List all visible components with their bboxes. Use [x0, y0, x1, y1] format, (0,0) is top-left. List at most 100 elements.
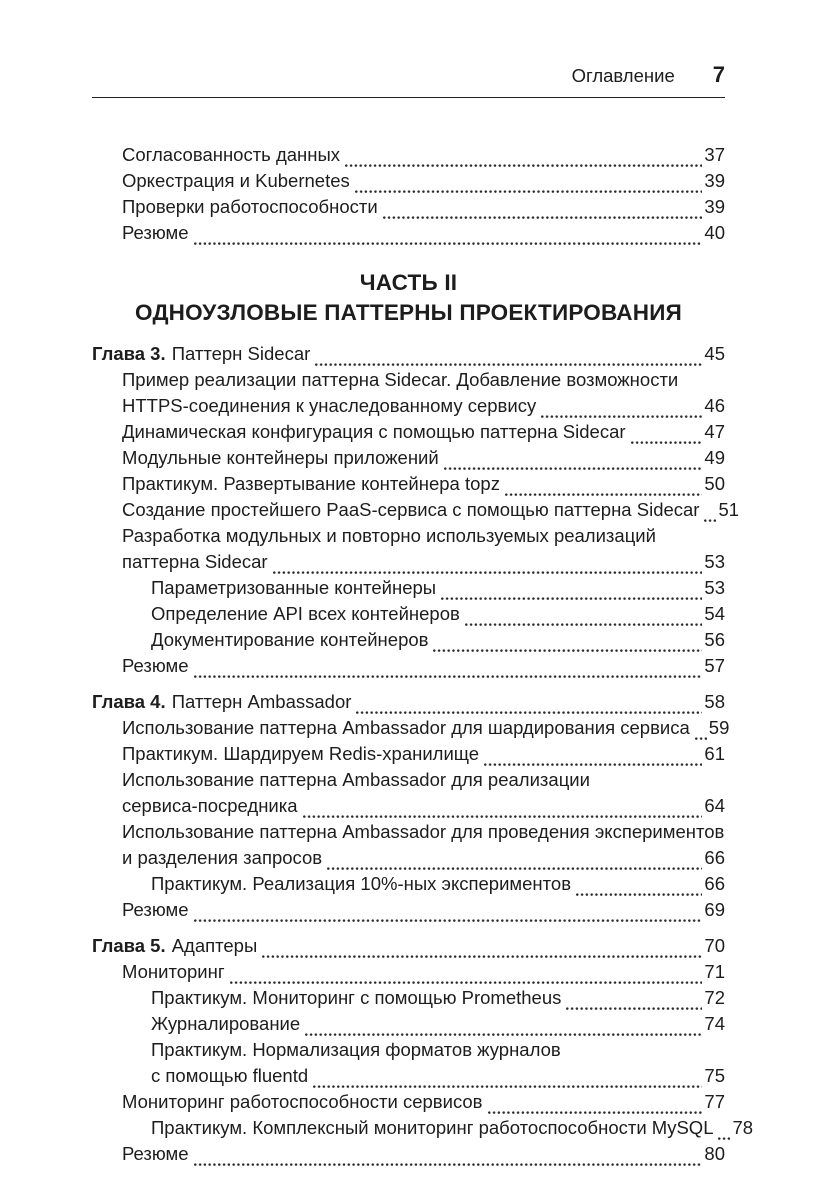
page-number: 77: [704, 1091, 725, 1112]
dot-leader: [487, 1102, 703, 1115]
page-number: 53: [704, 577, 725, 598]
dot-leader: [327, 858, 703, 871]
page-header-title: Оглавление: [571, 65, 675, 86]
page-number: 75: [704, 1065, 725, 1086]
toc-entry-row: Журналирование 74: [92, 1011, 725, 1037]
toc-entry-row: Динамическая конфигурация с помощью патт…: [92, 419, 725, 445]
entry-title: HTTPS-соединения к унаследованному серви…: [122, 395, 537, 416]
page-number: 49: [704, 447, 725, 468]
toc-entry-row: Мониторинг работоспособности сервисов 77: [92, 1089, 725, 1115]
entry-title: Практикум. Нормализация форматов журнало…: [151, 1039, 561, 1060]
chapter-title: Паттерн Ambassador: [171, 691, 352, 712]
part-subtitle: ОДНОУЗЛОВЫЕ ПАТТЕРНЫ ПРОЕКТИРОВАНИЯ: [135, 300, 682, 325]
page-number: 57: [704, 655, 725, 676]
running-head: Оглавление 7: [92, 62, 725, 98]
page-number: 53: [704, 551, 725, 572]
page-number: 59: [708, 717, 730, 738]
toc-entry-row: Параметризованные контейнеры 53: [92, 575, 725, 601]
toc-entry-row: Документирование контейнеров 56: [92, 627, 725, 653]
entry-title: Динамическая конфигурация с помощью патт…: [122, 421, 626, 442]
toc-entry-row: и разделения запросов 66: [92, 845, 725, 871]
chapter-prefix: Глава 3.: [92, 343, 166, 364]
page-header-number: 7: [712, 62, 725, 87]
toc-entry-row: Проверки работоспособности 39: [92, 194, 725, 220]
dot-leader: [313, 1076, 703, 1089]
page-number: 61: [704, 743, 725, 764]
entry-title: Мониторинг работоспособности сервисов: [122, 1091, 483, 1112]
dot-leader: [433, 640, 703, 653]
toc-entry-row: Практикум. Комплексный мониторинг работо…: [92, 1115, 753, 1141]
entry-title: Резюме: [122, 655, 189, 676]
page-number: 66: [704, 847, 725, 868]
toc-entry-row: Резюме 57: [92, 653, 725, 679]
toc-chapter-row: Глава 5. Адаптеры 70: [92, 933, 725, 959]
toc-entry-row: Резюме 40: [92, 220, 725, 246]
page-number: 66: [704, 873, 725, 894]
entry-title: Практикум. Развертывание контейнера topz: [122, 473, 500, 494]
toc-entry-row: с помощью fluentd 75: [92, 1063, 725, 1089]
toc-entry-row: Создание простейшего PaaS-сервиса с помо…: [92, 497, 739, 523]
toc-entry-row: HTTPS-соединения к унаследованному серви…: [92, 393, 725, 419]
page-number: 58: [704, 691, 725, 712]
dot-leader: [302, 806, 703, 819]
entry-title: Журналирование: [151, 1013, 301, 1034]
page-number: 47: [704, 421, 725, 442]
entry-title: Практикум. Шардируем Redis-хранилище: [122, 743, 480, 764]
page-number: 70: [704, 935, 725, 956]
page-number: 64: [704, 795, 725, 816]
page-number: 78: [732, 1117, 754, 1138]
dot-leader: [193, 666, 703, 679]
entry-title: сервиса-посредника: [122, 795, 298, 816]
toc-entry-row: Использование паттерна Ambassador для ре…: [92, 767, 725, 793]
toc-entry-row: Согласованность данных 37: [92, 142, 725, 168]
entry-title: Модульные контейнеры приложений: [122, 447, 439, 468]
page-number: 72: [704, 987, 725, 1008]
entry-title: и разделения запросов: [122, 847, 323, 868]
dot-leader: [193, 910, 703, 923]
dot-leader: [566, 998, 703, 1011]
dot-leader: [443, 458, 703, 471]
entry-title: Использование паттерна Ambassador для пр…: [122, 821, 725, 842]
dot-leader: [541, 406, 703, 419]
entry-title: Резюме: [122, 222, 189, 243]
entry-title: Практикум. Комплексный мониторинг работо…: [151, 1117, 714, 1138]
dot-leader: [229, 972, 703, 985]
entry-title: Документирование контейнеров: [151, 629, 429, 650]
chapter-prefix: Глава 5.: [92, 935, 166, 956]
chapter-title: Паттерн Sidecar: [171, 343, 311, 364]
page-number: 50: [704, 473, 725, 494]
dot-leader: [262, 946, 703, 959]
dot-leader: [193, 1154, 703, 1167]
dot-leader: [272, 562, 703, 575]
page-number: 51: [718, 499, 740, 520]
toc-chapter-row: Глава 3. Паттерн Sidecar 45: [92, 341, 725, 367]
entry-title: Проверки работоспособности: [122, 196, 378, 217]
entry-title: паттерна Sidecar: [122, 551, 268, 572]
dot-leader: [704, 510, 717, 523]
toc-entry-row: Резюме 80: [92, 1141, 725, 1167]
entry-title: Резюме: [122, 1143, 189, 1164]
page-number: 56: [704, 629, 725, 650]
chapter-prefix: Глава 4.: [92, 691, 166, 712]
dot-leader: [576, 884, 703, 897]
page-number: 39: [704, 170, 725, 191]
dot-leader: [345, 155, 703, 168]
entry-title: Пример реализации паттерна Sidecar. Доба…: [122, 369, 679, 390]
page-number: 74: [704, 1013, 725, 1034]
chapter-title: Адаптеры: [171, 935, 258, 956]
entry-title: Использование паттерна Ambassador для ре…: [122, 769, 590, 790]
toc-entry-row: Использование паттерна Ambassador для ша…: [92, 715, 729, 741]
dot-leader: [694, 728, 707, 741]
dot-leader: [464, 614, 703, 627]
toc-entry-row: сервиса-посредника 64: [92, 793, 725, 819]
dot-leader: [305, 1024, 703, 1037]
entry-title: Практикум. Реализация 10%-ных эксперимен…: [151, 873, 572, 894]
part-title: ЧАСТЬ II: [359, 270, 458, 295]
dot-leader: [354, 181, 703, 194]
entry-title: Создание простейшего PaaS-сервиса с помо…: [122, 499, 700, 520]
dot-leader: [484, 754, 703, 767]
toc-chapter-row: Глава 4. Паттерн Ambassador 58: [92, 689, 725, 715]
toc-entry-row: Оркестрация и Kubernetes 39: [92, 168, 725, 194]
dot-leader: [356, 702, 703, 715]
